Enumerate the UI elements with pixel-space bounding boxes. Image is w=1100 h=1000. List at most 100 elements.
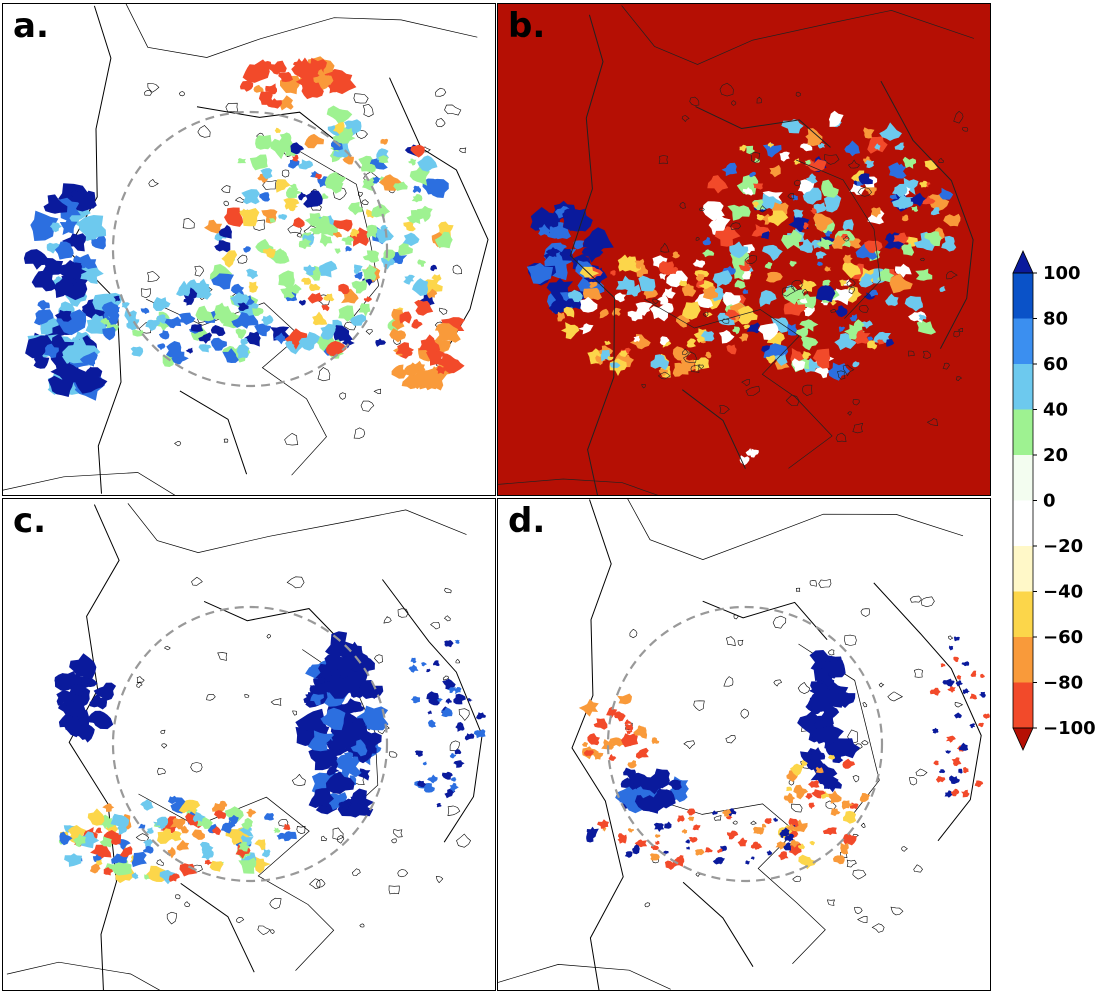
data-patch bbox=[414, 205, 433, 223]
data-patch bbox=[702, 249, 715, 258]
island-outline bbox=[296, 825, 306, 835]
data-patch bbox=[712, 810, 718, 815]
data-patch bbox=[721, 809, 732, 817]
data-patch bbox=[804, 159, 811, 165]
data-patch bbox=[282, 831, 297, 842]
island-outline bbox=[802, 288, 808, 295]
data-patch bbox=[718, 330, 735, 344]
island-outline bbox=[459, 147, 467, 154]
data-patch bbox=[749, 171, 756, 178]
data-patch bbox=[713, 270, 733, 285]
data-patch bbox=[743, 324, 751, 330]
data-patch bbox=[248, 281, 259, 293]
data-patch bbox=[157, 828, 172, 844]
data-patch bbox=[453, 687, 462, 695]
data-patch bbox=[828, 660, 846, 678]
data-patch bbox=[131, 872, 139, 880]
island-outline bbox=[846, 278, 856, 288]
data-patch bbox=[654, 840, 660, 845]
data-patch bbox=[733, 264, 748, 281]
data-patch bbox=[91, 235, 106, 250]
island-outline bbox=[317, 367, 331, 382]
data-patch bbox=[786, 823, 796, 831]
island-outline bbox=[852, 399, 860, 406]
island-outline bbox=[860, 608, 870, 617]
data-patch bbox=[722, 265, 736, 276]
data-patch bbox=[236, 343, 250, 359]
data-patch bbox=[423, 783, 435, 793]
data-patch bbox=[291, 57, 320, 81]
colorbar-bin bbox=[1013, 500, 1033, 546]
island-outline bbox=[848, 159, 860, 169]
data-patch bbox=[830, 808, 841, 817]
data-patch bbox=[92, 854, 102, 863]
island-outline bbox=[444, 615, 451, 622]
data-patch bbox=[732, 326, 740, 335]
data-patch bbox=[473, 729, 486, 739]
data-patch bbox=[238, 315, 259, 327]
data-patch bbox=[274, 332, 286, 345]
data-patch bbox=[813, 719, 828, 731]
data-patch bbox=[168, 873, 180, 882]
data-patch bbox=[434, 231, 453, 249]
data-patch bbox=[664, 821, 672, 829]
island-outline bbox=[182, 217, 195, 229]
data-patch bbox=[350, 739, 368, 757]
data-patch bbox=[842, 758, 856, 769]
island-outline bbox=[852, 422, 864, 434]
data-patch bbox=[852, 361, 860, 368]
data-patch bbox=[885, 232, 896, 243]
data-patch bbox=[230, 283, 245, 297]
data-patch bbox=[700, 330, 715, 342]
data-patch bbox=[237, 158, 247, 164]
island-outline bbox=[223, 438, 229, 443]
island-outline bbox=[359, 923, 365, 928]
data-patch bbox=[650, 354, 669, 371]
panel-label: a. bbox=[13, 6, 49, 46]
map-panel-c: c. bbox=[2, 498, 496, 991]
data-patch bbox=[301, 277, 312, 285]
data-patch bbox=[838, 326, 845, 333]
data-patch bbox=[170, 831, 182, 842]
data-patch bbox=[73, 833, 86, 848]
island-outline bbox=[223, 200, 230, 207]
island-outline bbox=[358, 191, 363, 197]
data-patch bbox=[820, 674, 835, 687]
data-patch bbox=[102, 803, 115, 812]
data-patch bbox=[350, 314, 367, 326]
data-patch bbox=[582, 741, 588, 747]
island-outline bbox=[759, 205, 767, 213]
data-patch bbox=[649, 853, 660, 861]
data-patch bbox=[610, 270, 616, 276]
data-patch bbox=[663, 850, 669, 855]
data-patch bbox=[176, 280, 191, 297]
data-patch bbox=[832, 855, 845, 865]
data-patch bbox=[295, 708, 329, 734]
island-outline bbox=[393, 829, 403, 838]
data-patch bbox=[858, 173, 873, 185]
colorbar-tick-label: −60 bbox=[1043, 627, 1083, 648]
data-patch bbox=[609, 737, 624, 747]
coastline bbox=[389, 77, 489, 351]
data-patch bbox=[889, 194, 898, 200]
island-outline bbox=[365, 329, 373, 335]
data-patch bbox=[651, 737, 660, 745]
data-patch bbox=[254, 61, 267, 73]
data-patch bbox=[454, 639, 460, 644]
data-patch bbox=[80, 265, 104, 284]
data-patch bbox=[808, 780, 820, 788]
data-patch bbox=[261, 314, 274, 326]
data-patch bbox=[298, 299, 306, 306]
island-outline bbox=[730, 222, 742, 230]
island-outline bbox=[164, 645, 171, 651]
data-patch bbox=[178, 312, 196, 325]
island-outline bbox=[772, 615, 787, 629]
data-patch bbox=[841, 800, 854, 810]
island-outline bbox=[184, 901, 191, 908]
data-patch bbox=[682, 301, 701, 320]
data-patch bbox=[849, 181, 866, 196]
data-patch bbox=[33, 354, 50, 369]
data-patch bbox=[255, 134, 273, 150]
island-outline bbox=[915, 768, 928, 777]
data-patch bbox=[956, 674, 962, 680]
